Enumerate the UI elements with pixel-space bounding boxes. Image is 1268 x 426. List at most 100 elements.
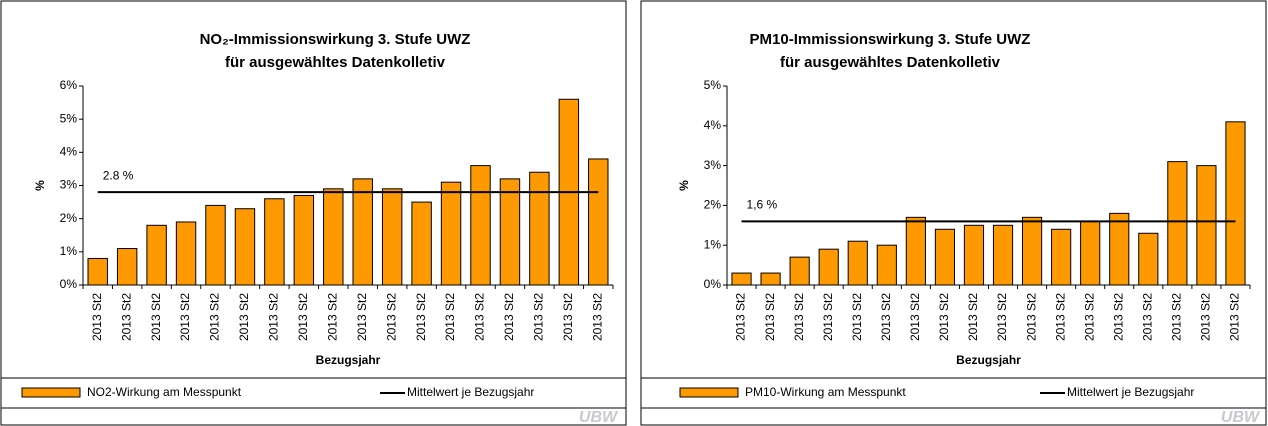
legend-swatch	[679, 387, 739, 398]
bar	[381, 188, 403, 286]
y-tick-label: 5%	[60, 111, 78, 125]
x-tick-label: 2013 St2	[473, 293, 487, 341]
x-tick-label: 2013 St2	[1170, 293, 1184, 341]
bar	[1080, 220, 1101, 286]
x-axis-label: Bezugsjahr	[316, 353, 381, 367]
bar	[234, 208, 256, 286]
x-axis-label: Bezugsjahr	[956, 353, 1021, 367]
x-tick-label: 2013 St2	[792, 293, 806, 341]
x-tick-label: 2013 St2	[502, 293, 516, 341]
x-tick-label: 2013 St2	[355, 293, 369, 341]
legend-label: PM10-Wirkung am Messpunkt	[745, 385, 906, 399]
x-tick-label: 2013 St2	[119, 293, 133, 341]
watermark: UBW	[1221, 409, 1261, 426]
x-tick-label: 2013 St2	[178, 293, 192, 341]
bar	[323, 188, 344, 286]
x-tick-label: 2013 St2	[443, 293, 457, 341]
x-tick-label: 2013 St2	[821, 293, 835, 341]
x-tick-label: 2013 St2	[414, 293, 428, 341]
y-tick-label: 3%	[60, 178, 78, 192]
bar	[352, 178, 373, 286]
bar	[1021, 216, 1043, 286]
x-tick-label: 2013 St2	[590, 293, 604, 341]
x-tick-label: 2013 St2	[208, 293, 222, 341]
chart-subtitle: für ausgewähltes Datenkolletiv	[225, 54, 446, 71]
bar	[760, 272, 781, 286]
bar	[205, 204, 226, 286]
x-tick-label: 2013 St2	[995, 293, 1009, 341]
mean-label: 1,6 %	[747, 197, 778, 211]
y-tick-label: 3%	[704, 158, 722, 172]
y-tick-label: 2%	[60, 211, 78, 225]
bar	[293, 194, 315, 286]
y-axis-label: %	[33, 180, 47, 191]
bar	[1167, 161, 1188, 286]
chart-title: NO₂-Immissionswirkung 3. Stufe UWZ	[200, 31, 471, 48]
mean-label: 2.8 %	[103, 168, 134, 182]
y-tick-label: 0%	[60, 277, 78, 291]
bar	[529, 171, 550, 286]
x-tick-label: 2013 St2	[267, 293, 281, 341]
x-tick-label: 2013 St2	[1228, 293, 1242, 341]
x-tick-label: 2013 St2	[325, 293, 339, 341]
bar	[992, 224, 1014, 286]
x-tick-label: 2013 St2	[763, 293, 777, 341]
y-tick-label: 1%	[60, 244, 78, 258]
legend-label: Mittelwert je Bezugsjahr	[407, 385, 534, 399]
bar	[818, 248, 839, 286]
bar	[1196, 165, 1217, 286]
chart-title: PM10-Immissionswirkung 3. Stufe UWZ	[750, 31, 1031, 48]
watermark: UBW	[579, 409, 619, 426]
x-tick-label: 2013 St2	[384, 293, 398, 341]
bar	[789, 256, 810, 286]
x-tick-label: 2013 St2	[879, 293, 893, 341]
bar	[847, 240, 868, 286]
bar	[1109, 212, 1130, 286]
bar	[934, 228, 956, 286]
x-tick-label: 2013 St2	[1053, 293, 1067, 341]
y-tick-label: 0%	[704, 277, 722, 291]
y-tick-label: 6%	[60, 78, 78, 92]
bar	[588, 158, 609, 286]
bar	[87, 257, 108, 286]
panel-border	[640, 0, 1267, 426]
y-tick-label: 5%	[704, 78, 722, 92]
bar	[175, 221, 197, 286]
x-tick-label: 2013 St2	[1199, 293, 1213, 341]
x-tick-label: 2013 St2	[1140, 293, 1154, 341]
bar	[963, 224, 985, 286]
x-tick-label: 2013 St2	[561, 293, 575, 341]
chart-subtitle: für ausgewähltes Datenkolletiv	[780, 54, 1001, 71]
x-tick-label: 2013 St2	[734, 293, 748, 341]
legend-label: NO2-Wirkung am Messpunkt	[87, 385, 242, 399]
y-axis-label: %	[677, 180, 691, 191]
x-tick-label: 2013 St2	[532, 293, 546, 341]
bar	[1225, 121, 1246, 286]
x-tick-label: 2013 St2	[908, 293, 922, 341]
y-tick-label: 4%	[704, 118, 722, 132]
panel-border	[0, 0, 627, 426]
bar	[731, 272, 752, 286]
x-tick-label: 2013 St2	[966, 293, 980, 341]
x-tick-label: 2013 St2	[850, 293, 864, 341]
bar	[876, 244, 897, 286]
legend-swatch	[21, 387, 81, 398]
bar	[470, 165, 491, 286]
x-tick-label: 2013 St2	[1082, 293, 1096, 341]
bar	[1138, 232, 1159, 286]
bar	[264, 198, 285, 286]
bar	[440, 181, 462, 286]
y-tick-label: 2%	[704, 198, 722, 212]
bar	[1051, 228, 1072, 286]
x-tick-label: 2013 St2	[237, 293, 251, 341]
bar	[905, 216, 926, 286]
x-tick-label: 2013 St2	[90, 293, 104, 341]
y-tick-label: 4%	[60, 145, 78, 159]
legend-label: Mittelwert je Bezugsjahr	[1067, 385, 1194, 399]
y-tick-label: 1%	[704, 237, 722, 251]
bar	[116, 248, 138, 286]
bar	[499, 178, 521, 286]
bar	[146, 224, 167, 286]
bar	[411, 201, 432, 286]
x-tick-label: 2013 St2	[149, 293, 163, 341]
